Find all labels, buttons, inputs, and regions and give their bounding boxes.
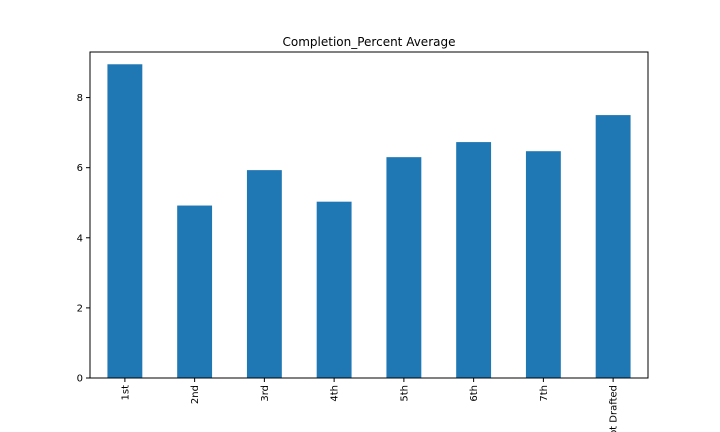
bar: [595, 115, 631, 378]
plot-area: 0 2 4 6 8 1st 2nd 3rd 4th 5th 6th 7th Not Drafted: [77, 51, 649, 432]
bar: [456, 142, 492, 378]
bar: [386, 157, 422, 378]
x-tick-label: 4th: [330, 385, 341, 402]
chart-title: Completion_Percent Average: [283, 35, 456, 49]
y-tick-label: 4: [77, 233, 83, 244]
bar: [107, 64, 143, 379]
y-tick-label: 8: [77, 93, 83, 104]
x-tick-label: 6th: [469, 385, 480, 402]
y-tick-label: 0: [77, 374, 83, 385]
bar: [525, 151, 561, 378]
y-tick-label: 2: [77, 303, 83, 314]
x-tick-label: 1st: [120, 385, 131, 401]
x-tick-label: 2nd: [190, 385, 201, 404]
y-tick-label: 6: [77, 163, 83, 174]
axes-frame: [89, 51, 649, 379]
x-tick-label: 3rd: [260, 385, 271, 402]
bar: [246, 170, 282, 378]
x-tick-label: 7th: [539, 385, 550, 402]
x-tick-label: 5th: [399, 385, 410, 402]
bar: [177, 205, 213, 378]
bar: [316, 201, 352, 378]
x-tick-label: Not Drafted: [609, 385, 620, 432]
